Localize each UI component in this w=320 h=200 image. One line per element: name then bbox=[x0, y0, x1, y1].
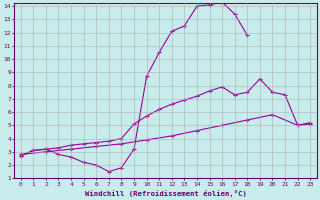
X-axis label: Windchill (Refroidissement éolien,°C): Windchill (Refroidissement éolien,°C) bbox=[84, 190, 246, 197]
